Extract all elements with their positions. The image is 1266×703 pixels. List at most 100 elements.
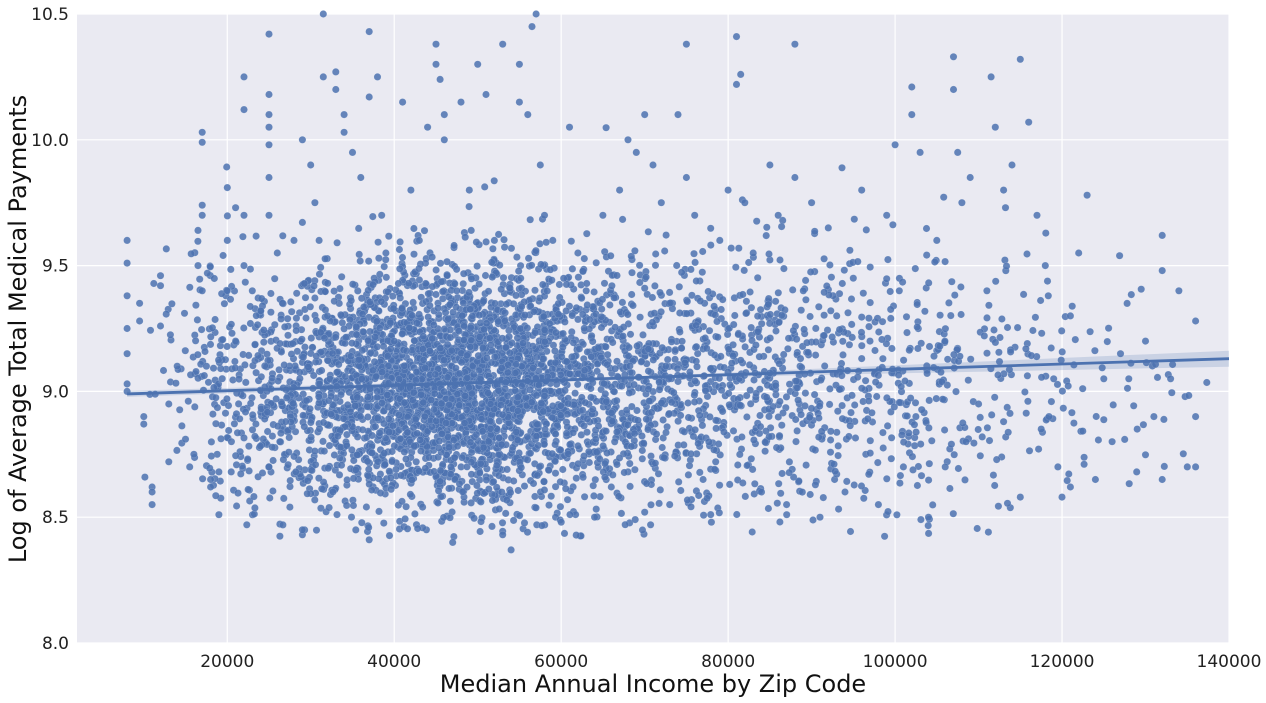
data-point	[373, 414, 382, 422]
data-point	[223, 342, 231, 351]
data-point	[301, 293, 310, 302]
data-point	[418, 503, 427, 511]
data-point	[275, 366, 283, 374]
data-point	[636, 278, 644, 287]
data-point	[1191, 463, 1200, 471]
data-point	[352, 526, 360, 534]
data-point	[505, 332, 513, 341]
data-point	[1078, 384, 1087, 393]
data-point	[230, 420, 239, 428]
data-point	[846, 421, 854, 430]
data-point	[941, 463, 949, 471]
data-point	[340, 128, 348, 137]
data-point	[638, 432, 646, 440]
data-point	[207, 452, 216, 460]
data-point	[887, 434, 896, 442]
data-point	[241, 278, 250, 286]
data-point	[961, 476, 969, 484]
data-point	[651, 261, 660, 270]
data-point	[590, 513, 599, 521]
data-point	[457, 358, 466, 367]
data-point	[227, 265, 235, 274]
data-point	[765, 250, 773, 258]
data-point	[925, 342, 934, 351]
data-point	[494, 386, 503, 395]
data-point	[206, 475, 215, 484]
data-point	[566, 362, 575, 371]
data-point	[1203, 378, 1211, 387]
data-point	[265, 123, 273, 131]
data-point	[761, 447, 769, 455]
data-point	[389, 292, 397, 300]
data-point	[1022, 345, 1030, 353]
data-point	[511, 369, 520, 377]
data-point	[807, 198, 816, 207]
data-point	[358, 346, 367, 355]
data-point	[703, 494, 711, 503]
data-point	[345, 388, 354, 397]
data-point	[419, 332, 428, 341]
data-point	[652, 430, 661, 438]
data-point	[949, 85, 958, 94]
data-point	[540, 392, 549, 400]
data-point	[523, 432, 532, 441]
data-point	[941, 257, 949, 266]
data-point	[1002, 262, 1011, 270]
data-point	[215, 510, 223, 519]
data-point	[574, 273, 583, 281]
data-point	[231, 203, 240, 212]
data-point	[564, 450, 573, 458]
data-point	[384, 362, 393, 370]
data-point	[640, 284, 649, 292]
data-point	[974, 400, 983, 408]
data-point	[628, 268, 636, 277]
data-point	[809, 516, 817, 524]
data-point	[563, 423, 572, 431]
data-point	[372, 372, 380, 381]
data-point	[423, 442, 431, 451]
data-point	[508, 339, 516, 347]
data-point	[494, 230, 503, 239]
data-point	[660, 247, 669, 255]
data-point	[597, 313, 606, 321]
data-point	[651, 282, 659, 290]
data-point	[462, 406, 471, 414]
data-point	[263, 427, 272, 436]
data-point	[252, 232, 260, 240]
data-point	[725, 480, 734, 489]
data-point	[690, 398, 699, 406]
data-point	[447, 410, 456, 419]
data-point	[209, 364, 218, 372]
data-point	[217, 435, 225, 443]
data-points	[123, 10, 1211, 554]
data-point	[597, 323, 606, 332]
data-point	[335, 471, 344, 479]
data-point	[645, 397, 653, 405]
data-point	[194, 374, 202, 382]
data-point	[194, 350, 202, 359]
data-point	[987, 73, 995, 81]
data-point	[432, 40, 440, 48]
data-point	[390, 337, 398, 345]
data-point	[488, 258, 496, 267]
data-point	[515, 511, 524, 520]
data-point	[419, 356, 428, 364]
data-point	[209, 410, 217, 418]
data-point	[998, 315, 1006, 323]
data-point	[430, 405, 438, 414]
data-point	[364, 523, 373, 532]
data-point	[267, 308, 275, 316]
data-point	[284, 331, 292, 340]
data-point	[486, 425, 495, 433]
data-point	[482, 476, 491, 484]
data-point	[865, 470, 873, 479]
data-point	[701, 387, 710, 395]
data-point	[446, 300, 454, 309]
data-point	[377, 297, 386, 306]
data-point	[839, 351, 847, 359]
data-point	[337, 390, 345, 399]
data-point	[1098, 364, 1106, 372]
data-point	[776, 518, 784, 526]
data-point	[513, 334, 522, 342]
data-point	[694, 491, 703, 500]
